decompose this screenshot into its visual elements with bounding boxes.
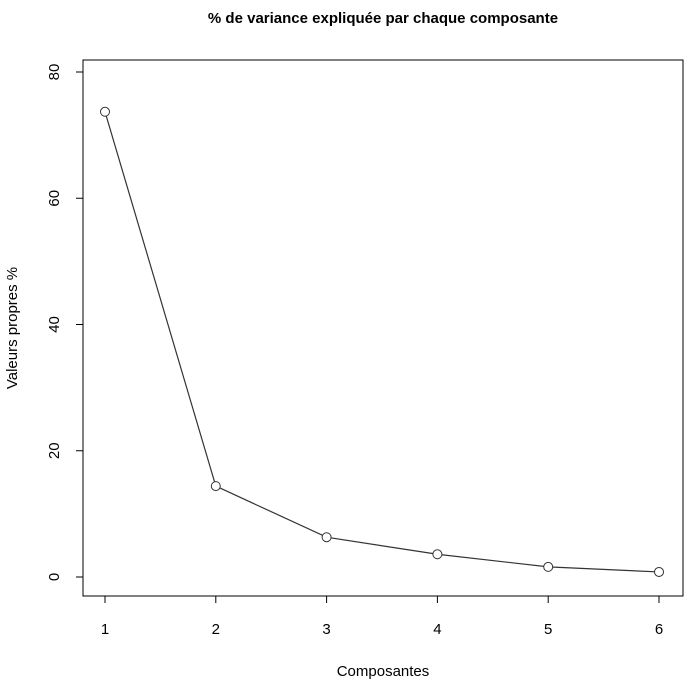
x-tick-label: 6	[655, 621, 663, 638]
data-point	[100, 106, 110, 117]
x-axis-label: Composantes	[337, 663, 430, 680]
data-point	[654, 566, 664, 577]
y-axis-label: Valeurs propres %	[4, 267, 21, 389]
x-tick-label: 3	[322, 621, 330, 638]
data-points	[100, 106, 664, 577]
series-line	[104, 111, 660, 573]
y-tick-label: 20	[46, 442, 63, 459]
y-tick-label: 80	[46, 64, 63, 81]
x-tick-label: 4	[433, 621, 441, 638]
y-tick-label: 40	[46, 316, 63, 333]
data-point	[210, 481, 221, 492]
x-tick-label: 1	[101, 621, 109, 638]
chart-title: % de variance expliquée par chaque compo…	[208, 10, 558, 27]
data-point	[321, 532, 332, 543]
x-axis: 1 2 3 4 5 6	[101, 595, 663, 638]
y-tick-label: 0	[46, 573, 63, 581]
y-axis: 0 20 40 60 80	[46, 64, 84, 581]
data-point	[432, 549, 443, 560]
y-tick-label: 60	[46, 190, 63, 207]
x-tick-label: 5	[544, 621, 552, 638]
plot-frame	[82, 59, 684, 597]
data-point	[543, 561, 554, 572]
x-tick-label: 2	[212, 621, 220, 638]
